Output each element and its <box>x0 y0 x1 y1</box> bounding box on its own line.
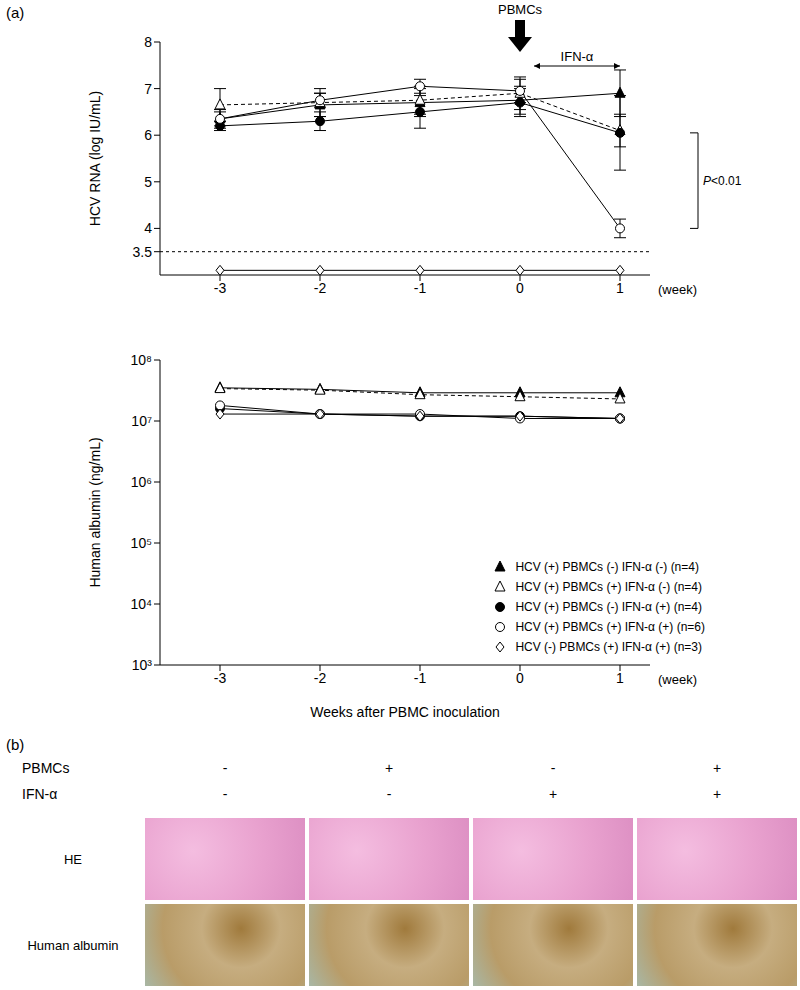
svg-text:HCV RNA (log IU/mL): HCV RNA (log IU/mL) <box>87 91 103 226</box>
svg-text:Human albumin (ng/mL): Human albumin (ng/mL) <box>87 437 103 587</box>
svg-text:1: 1 <box>616 280 624 296</box>
svg-text:(week): (week) <box>658 672 697 687</box>
svg-text:10⁵: 10⁵ <box>131 535 152 551</box>
html-text:Human albumin: Human albumin <box>27 938 119 953</box>
svg-text:Weeks after PBMC inoculation: Weeks after PBMC inoculation <box>310 704 500 720</box>
html-text:PBMCs: PBMCs <box>22 760 70 776</box>
svg-text:-2: -2 <box>314 280 327 296</box>
svg-text:1: 1 <box>616 670 624 686</box>
html-text:(b): (b) <box>6 736 25 753</box>
svg-text:4: 4 <box>144 220 152 236</box>
svg-text:(week): (week) <box>658 282 697 297</box>
svg-text:0: 0 <box>516 670 524 686</box>
svg-text:-1: -1 <box>414 280 427 296</box>
svg-text:8: 8 <box>144 34 152 50</box>
svg-text:10⁷: 10⁷ <box>131 413 152 429</box>
svg-text:0: 0 <box>516 280 524 296</box>
svg-text:PBMCs: PBMCs <box>498 2 543 17</box>
svg-text:3.5: 3.5 <box>133 244 153 260</box>
html-text:HCV (+) PBMCs (-) IFN-α (+) (n: HCV (+) PBMCs (-) IFN-α (+) (n=4) <box>515 600 702 614</box>
svg-text:P<0.01: P<0.01 <box>703 174 742 188</box>
svg-text:-3: -3 <box>214 280 227 296</box>
svg-text:6: 6 <box>144 127 152 143</box>
svg-text:IFN-α: IFN-α <box>561 49 594 64</box>
svg-text:10⁸: 10⁸ <box>131 352 153 368</box>
svg-text:7: 7 <box>144 81 152 97</box>
html-text:HCV (+) PBMCs (-) IFN-α (-) (n: HCV (+) PBMCs (-) IFN-α (-) (n=4) <box>515 560 699 574</box>
html-text:(a): (a) <box>6 4 25 21</box>
svg-text:10⁶: 10⁶ <box>131 474 152 490</box>
svg-text:-2: -2 <box>314 670 327 686</box>
html-text:HCV (+) PBMCs (+) IFN-α (+) (n: HCV (+) PBMCs (+) IFN-α (+) (n=6) <box>515 620 705 634</box>
svg-text:10⁴: 10⁴ <box>130 596 152 612</box>
html-text:HE: HE <box>64 852 82 867</box>
svg-text:10³: 10³ <box>132 657 153 673</box>
svg-text:-1: -1 <box>414 670 427 686</box>
html-text:IFN-α: IFN-α <box>22 786 58 802</box>
svg-text:5: 5 <box>144 174 152 190</box>
html-text:HCV (+) PBMCs (+) IFN-α (-) (n: HCV (+) PBMCs (+) IFN-α (-) (n=4) <box>515 580 702 594</box>
svg-text:-3: -3 <box>214 670 227 686</box>
html-text:HCV (-) PBMCs (+) IFN-α (+) (n: HCV (-) PBMCs (+) IFN-α (+) (n=3) <box>515 640 702 654</box>
